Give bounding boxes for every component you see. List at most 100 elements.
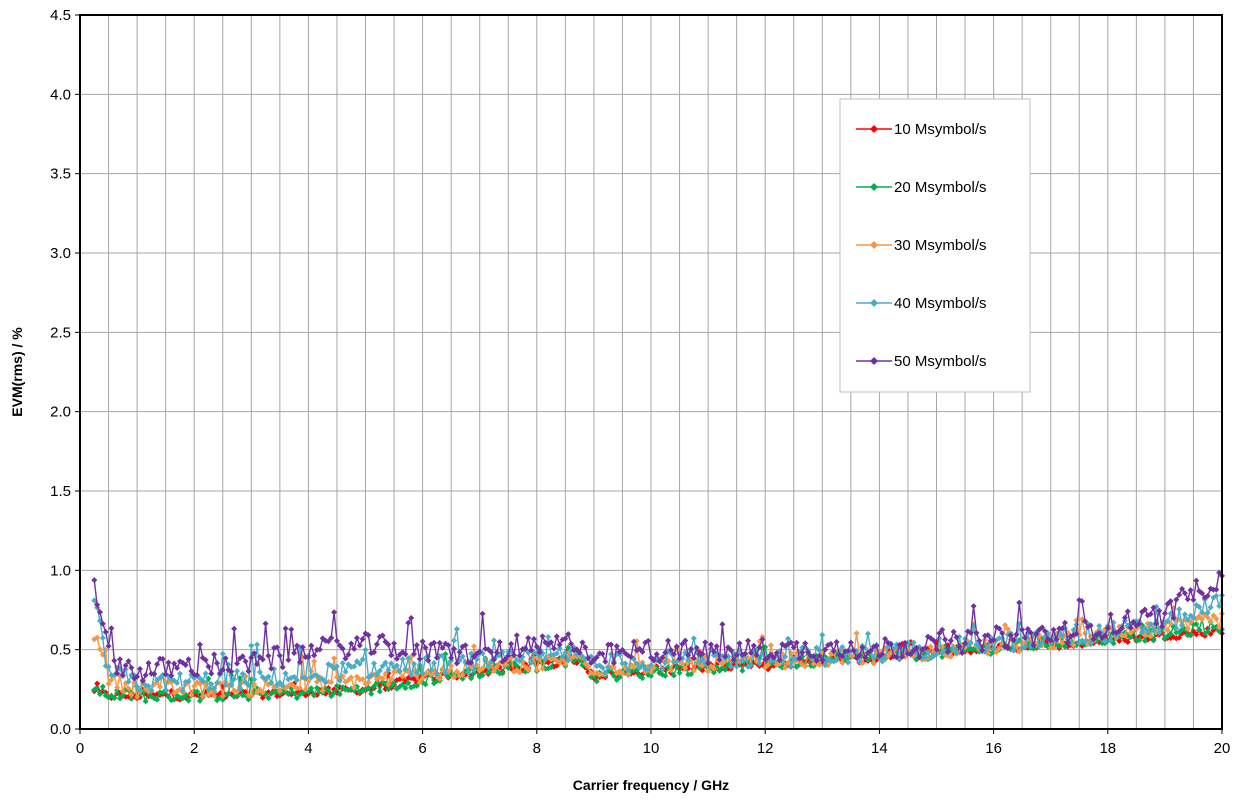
data-point <box>94 601 101 608</box>
data-point <box>990 637 997 644</box>
data-point <box>411 660 418 667</box>
data-point <box>148 687 155 694</box>
data-point <box>108 676 115 683</box>
data-point <box>525 634 532 641</box>
data-point <box>171 660 178 667</box>
data-point <box>1156 629 1163 636</box>
data-point <box>653 651 660 658</box>
data-point <box>211 685 218 692</box>
data-point <box>1176 591 1183 598</box>
data-point <box>379 632 386 639</box>
data-point <box>502 656 509 663</box>
data-point <box>819 631 826 638</box>
data-point <box>413 642 420 649</box>
data-point <box>422 681 429 688</box>
legend-marker <box>870 299 878 307</box>
data-point <box>222 681 229 688</box>
data-point <box>670 672 677 679</box>
y-axis-title: EVM(rms) / % <box>9 327 25 417</box>
data-point <box>713 643 720 650</box>
data-point <box>539 665 546 672</box>
data-point <box>371 649 378 656</box>
data-point <box>747 661 754 668</box>
data-point <box>1119 625 1126 632</box>
data-point <box>1059 632 1066 639</box>
data-point <box>196 697 203 704</box>
data-point <box>853 630 860 637</box>
data-point <box>639 675 646 682</box>
data-point <box>850 647 857 654</box>
data-point <box>205 686 212 693</box>
data-point <box>907 651 914 658</box>
data-point <box>1141 632 1148 639</box>
data-point <box>1196 626 1203 633</box>
data-point <box>485 663 492 670</box>
data-point <box>291 650 298 657</box>
data-point <box>676 669 683 676</box>
data-point <box>219 666 226 673</box>
data-point <box>348 674 355 681</box>
data-point <box>162 671 169 678</box>
data-point <box>182 661 189 668</box>
data-point <box>739 667 746 674</box>
data-point <box>1156 607 1163 614</box>
data-point <box>562 649 569 656</box>
data-point <box>468 675 475 682</box>
data-point <box>302 686 309 693</box>
data-point <box>145 683 152 690</box>
data-point <box>516 652 523 659</box>
data-point <box>705 660 712 667</box>
data-point <box>1002 622 1009 629</box>
data-point <box>265 695 272 702</box>
data-point <box>262 620 269 627</box>
data-point <box>673 643 680 650</box>
data-point <box>470 643 477 650</box>
data-point <box>1187 631 1194 638</box>
data-point <box>408 672 415 679</box>
data-point <box>693 644 700 651</box>
data-point <box>1081 638 1088 645</box>
data-point <box>99 683 106 690</box>
data-point <box>385 641 392 648</box>
x-tick-label: 6 <box>418 740 426 757</box>
data-point <box>1150 627 1157 634</box>
data-point <box>670 651 677 658</box>
data-point <box>639 661 646 668</box>
data-point <box>1050 626 1057 633</box>
data-point <box>1141 637 1148 644</box>
data-point <box>553 633 560 640</box>
data-point <box>256 669 263 676</box>
data-point <box>722 666 729 673</box>
data-point <box>930 637 937 644</box>
data-point <box>385 681 392 688</box>
data-point <box>1190 596 1197 603</box>
data-point <box>382 670 389 677</box>
data-point <box>716 656 723 663</box>
data-point <box>382 659 389 666</box>
data-point <box>605 664 612 671</box>
data-point <box>214 660 221 667</box>
data-point <box>1096 629 1103 636</box>
data-point <box>979 647 986 654</box>
data-point <box>616 674 623 681</box>
data-point <box>1187 587 1194 594</box>
data-point <box>856 658 863 665</box>
data-point <box>1204 614 1211 621</box>
data-point <box>96 691 103 698</box>
x-axis-title: Carrier frequency / GHz <box>573 777 729 793</box>
data-point <box>610 664 617 671</box>
data-point <box>1033 630 1040 637</box>
data-point <box>593 678 600 685</box>
data-point <box>1216 569 1223 576</box>
data-point <box>451 674 458 681</box>
data-point <box>1139 629 1146 636</box>
data-point <box>685 656 692 663</box>
data-point <box>322 679 329 686</box>
data-point <box>690 667 697 674</box>
data-point <box>505 652 512 659</box>
legend-label: 50 Msymbol/s <box>894 353 987 370</box>
data-point <box>242 658 249 665</box>
data-point <box>790 644 797 651</box>
data-point <box>502 662 509 669</box>
data-point <box>419 670 426 677</box>
